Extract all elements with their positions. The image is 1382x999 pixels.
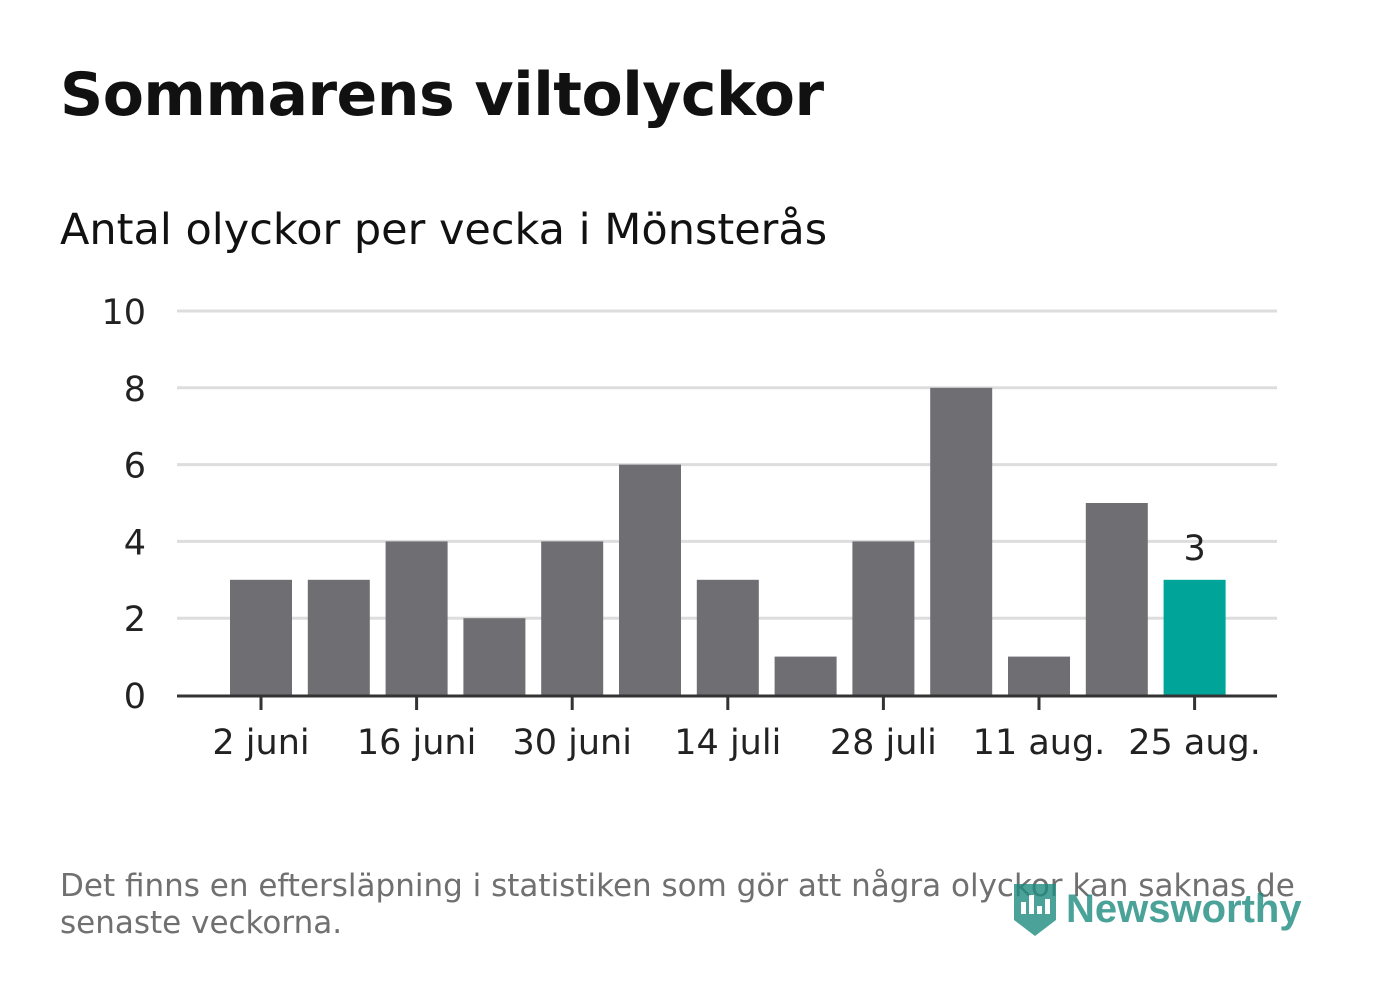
y-tick-label: 4 (124, 523, 146, 563)
x-tick-label: 30 juni (512, 723, 631, 763)
bar (852, 541, 915, 695)
x-tick-label: 16 juni (357, 723, 476, 763)
bar (930, 387, 993, 695)
page-title: Sommarens viltolyckor (60, 60, 824, 130)
newsworthy-logo-text: Newsworthy (1066, 886, 1302, 931)
x-tick-label: 25 aug. (1128, 723, 1261, 763)
labels: 0 2 4 6 8 10 2 juni 16 juni 30 juni 14 juli 28 jul… (101, 293, 1260, 763)
bar (307, 579, 370, 695)
bar (1163, 579, 1226, 695)
y-tick-label: 8 (124, 370, 146, 410)
bar (385, 541, 448, 695)
bar-chart: 0 2 4 6 8 10 2 juni 16 juni 30 juni 14 juli 28 jul… (101, 293, 1277, 763)
x-tick-label: 2 juni (212, 723, 309, 763)
y-tick-label: 6 (124, 447, 146, 487)
x-tick-label: 28 juli (830, 723, 937, 763)
bar (1008, 656, 1070, 695)
x-tick-label: 14 juli (674, 723, 781, 763)
bar (541, 541, 604, 695)
y-tick-label: 0 (124, 677, 146, 717)
bar (696, 579, 759, 695)
footnote: Det finns en eftersläpning i statistiken… (60, 868, 1295, 941)
bar (230, 579, 292, 695)
y-tick-label: 10 (101, 293, 146, 333)
chart-subtitle: Antal olyckor per vecka i Mönsterås (60, 205, 828, 255)
newsworthy-logo-icon (1014, 884, 1056, 936)
bar (619, 464, 681, 695)
bar (774, 656, 837, 695)
x-axis (177, 694, 1277, 710)
y-tick-label: 2 (124, 600, 146, 640)
bars (230, 387, 1226, 695)
x-tick-label: 11 aug. (973, 723, 1106, 763)
newsworthy-logo: Newsworthy (1010, 876, 1330, 942)
data-label: 3 (1183, 529, 1205, 569)
bar (463, 618, 526, 695)
bar (1085, 503, 1148, 695)
